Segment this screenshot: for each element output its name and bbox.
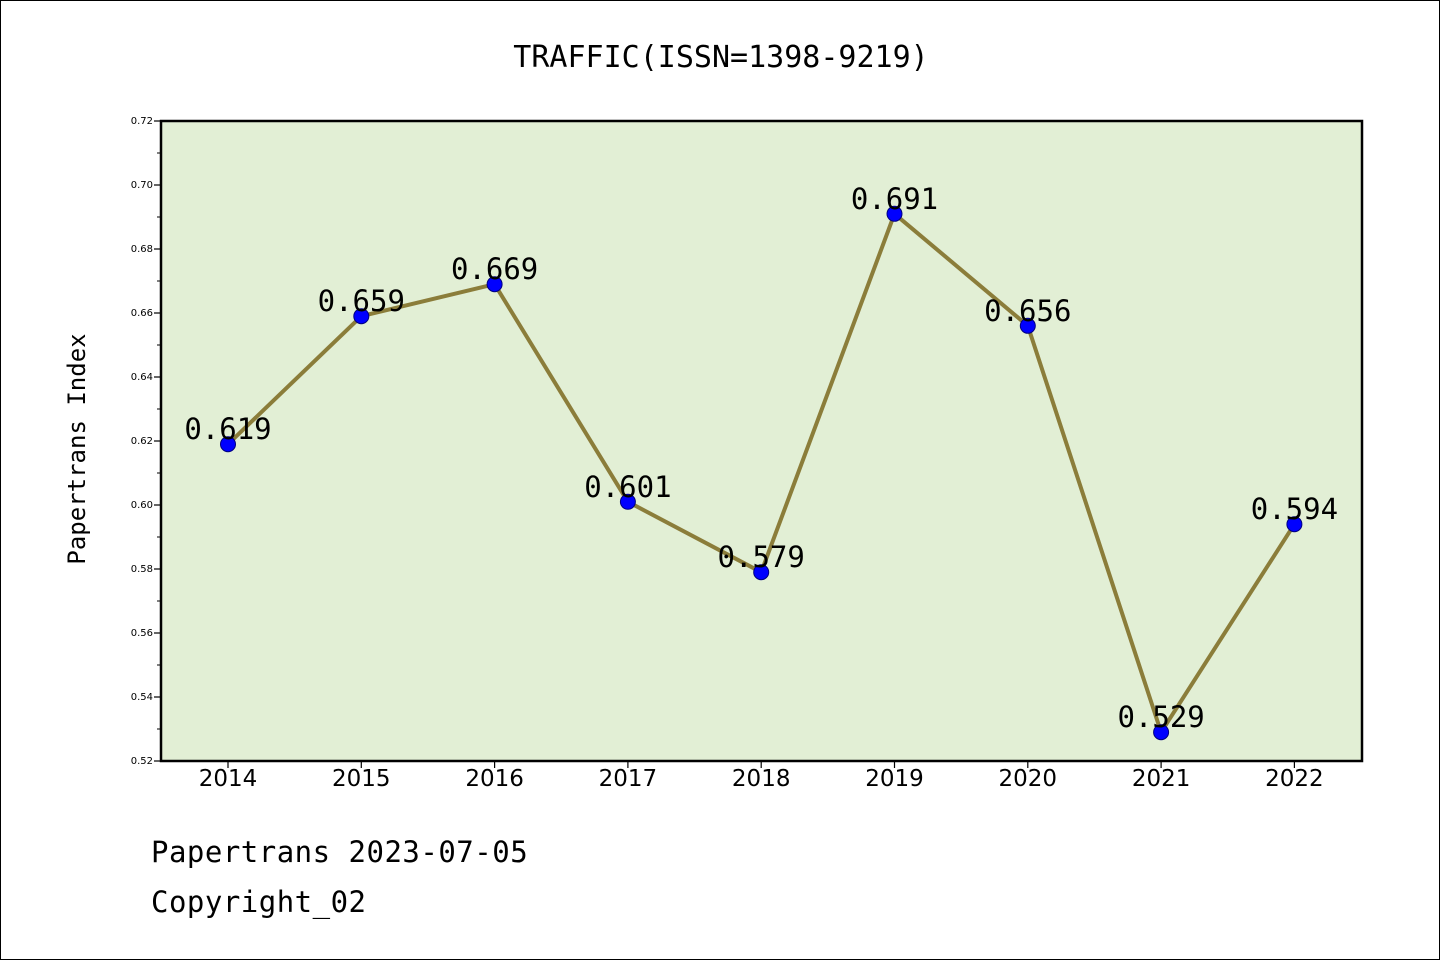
y-tick-label: 0.64 (131, 372, 153, 383)
y-tick-label: 0.54 (131, 692, 153, 703)
y-tick-label: 0.58 (131, 564, 153, 575)
y-tick-label: 0.60 (131, 500, 153, 511)
data-label: 0.619 (184, 412, 271, 446)
data-label: 0.659 (318, 284, 405, 318)
plot-area (159, 119, 1364, 763)
data-label: 0.601 (584, 470, 671, 504)
x-tick-label: 2019 (865, 766, 924, 792)
x-tick-label: 2022 (1265, 766, 1324, 792)
y-tick-label: 0.66 (131, 308, 153, 319)
data-label: 0.594 (1251, 492, 1338, 526)
x-tick-label: 2018 (732, 766, 791, 792)
x-tick-label: 2015 (332, 766, 391, 792)
data-point (353, 308, 370, 325)
y-tick-label: 0.56 (131, 628, 153, 639)
data-point (1286, 516, 1303, 533)
data-point (1153, 724, 1170, 741)
y-axis-label: Papertrans Index (63, 333, 91, 564)
data-point (886, 205, 903, 222)
data-label: 0.579 (718, 540, 805, 574)
y-axis-ticks: 0.52 0.54 0.56 0.58 0.60 0.62 0.64 0.66 0.68 0.70… (131, 116, 161, 767)
chart-title: TRAFFIC(ISSN=1398-9219) (513, 40, 928, 75)
data-label: 0.656 (984, 294, 1071, 328)
data-point (619, 493, 636, 510)
data-label: 0.669 (451, 252, 538, 286)
x-tick-label: 2014 (199, 766, 258, 792)
y-tick-label: 0.68 (131, 244, 153, 255)
footer-copyright: Copyright_02 (151, 885, 367, 919)
x-tick-label: 2021 (1132, 766, 1191, 792)
x-tick-label: 2020 (999, 766, 1058, 792)
x-axis-ticks: 2014 2015 2016 2017 2018 2019 2020 2021 2022 (199, 761, 1324, 792)
data-label: 0.529 (1117, 700, 1204, 734)
y-tick-label: 0.72 (131, 116, 153, 127)
data-labels: 0.619 0.659 0.669 0.601 0.579 0.691 0.656 0.529… (184, 182, 1338, 734)
y-tick-label: 0.70 (131, 180, 153, 191)
data-markers (220, 205, 1303, 741)
y-tick-label: 0.62 (131, 436, 153, 447)
data-point (486, 276, 503, 293)
x-tick-label: 2017 (599, 766, 658, 792)
data-label: 0.691 (851, 182, 938, 216)
y-tick-label: 0.52 (131, 756, 153, 767)
data-point (753, 564, 770, 581)
x-tick-label: 2016 (465, 766, 524, 792)
data-point (220, 436, 236, 453)
footer-date: Papertrans 2023-07-05 (151, 835, 529, 869)
data-point (1019, 317, 1036, 334)
